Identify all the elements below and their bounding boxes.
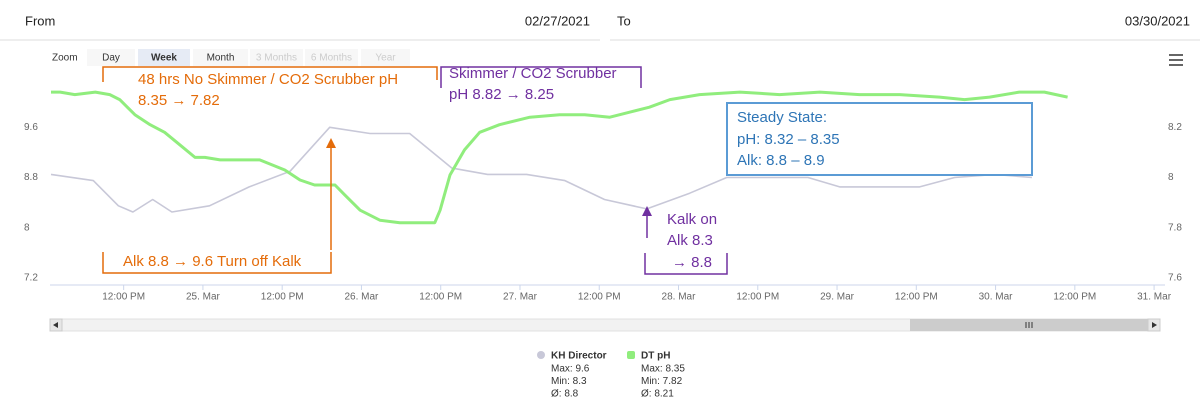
x-tick-label: 12:00 PM [736,292,779,303]
x-tick-label: 26. Mar [344,292,379,303]
legend-stat: Max: 8.35 [641,364,685,375]
annotation-text: Kalk on [667,211,717,228]
annotation-text: pH 8.82 → 8.25 [449,86,554,103]
y2-tick-label: 8.2 [1168,122,1182,133]
y2-tick-label: 7.6 [1168,273,1182,284]
x-tick-label: 12:00 PM [1053,292,1096,303]
zoom-button-label: 3 Months [256,53,297,64]
series-line [50,126,1032,213]
zoom-button-label: Week [151,53,177,64]
x-tick-label: 31. Mar [1137,292,1172,303]
x-tick-label: 30. Mar [979,292,1014,303]
zoom-button[interactable] [193,49,248,66]
menu-icon[interactable] [1169,54,1183,66]
legend-name: KH Director [551,351,607,362]
x-tick-label: 12:00 PM [578,292,621,303]
zoom-button-label: Month [207,53,235,64]
zoom-button-label: Year [375,53,396,64]
scrollbar[interactable] [49,318,1161,332]
legend-stat: Min: 7.82 [641,376,683,387]
legend-symbol [627,351,635,359]
y2-tick-label: 7.8 [1168,222,1182,233]
legend-stat: Min: 8.3 [551,376,587,387]
annotation-text: 8.35 → 7.82 [138,92,220,109]
x-tick-label: 12:00 PM [102,292,145,303]
annotation-text: Alk 8.3 [667,232,713,249]
x-tick-label: 27. Mar [503,292,538,303]
series-line [51,90,1068,225]
y-tick-label: 8.8 [24,172,38,183]
x-tick-label: 25. Mar [186,292,221,303]
to-date[interactable]: 03/30/2021 [1125,13,1190,28]
legend-stat: Max: 9.6 [551,364,590,375]
x-tick-label: 12:00 PM [261,292,304,303]
zoom-button [361,49,410,66]
zoom-label: Zoom [52,53,78,64]
zoom-button [305,49,358,66]
annotation-text: Skimmer / CO2 Scrubber [449,65,617,82]
annotation-purple-top: Skimmer / CO2 Scrubber pH 8.82 → 8.25 [440,65,642,103]
zoom-button-label: 6 Months [311,53,352,64]
annotation-text: Alk 8.8 → 9.6 Turn off Kalk [123,253,302,270]
zoom-button-label: Day [102,53,120,64]
annotation-blue-box: Steady State: pH: 8.32 – 8.35 Alk: 8.8 –… [726,102,1033,176]
y2-tick-label: 8 [1168,172,1174,183]
zoom-button [250,49,303,66]
x-tick-label: 29. Mar [820,292,855,303]
x-tick-label: 12:00 PM [419,292,462,303]
y-tick-label: 9.6 [24,122,38,133]
annotation-text: Steady State: [737,109,827,126]
y-tick-label: 7.2 [24,273,38,284]
annotation-orange-top: 48 hrs No Skimmer / CO2 Scrubber pH 8.35… [102,66,438,109]
zoom-buttons: Day Week Month 3 Months 6 Months Year [87,49,410,66]
annotation-text: pH: 8.32 – 8.35 [737,131,840,148]
zoom-button[interactable] [87,49,135,66]
annotation-text: → 8.8 [672,254,712,271]
legend-stat: Ø: 8.21 [641,389,674,400]
annotation-text: Alk: 8.8 – 8.9 [737,152,825,169]
legend-stat: Ø: 8.8 [551,389,579,400]
from-label: From [25,13,55,28]
legend-symbol [537,351,545,359]
annotation-text: 48 hrs No Skimmer / CO2 Scrubber pH [138,71,398,88]
from-date[interactable]: 02/27/2021 [525,13,590,28]
to-label: To [617,13,631,28]
annotation-purple-bottom: Kalk on Alk 8.3 → 8.8 [642,206,728,275]
legend-name: DT pH [641,351,670,362]
annotation-orange-bottom: Alk 8.8 → 9.6 Turn off Kalk [102,138,336,274]
x-tick-label: 12:00 PM [895,292,938,303]
x-tick-label: 28. Mar [662,292,697,303]
zoom-button[interactable] [138,49,190,66]
y-tick-label: 8 [24,222,30,233]
